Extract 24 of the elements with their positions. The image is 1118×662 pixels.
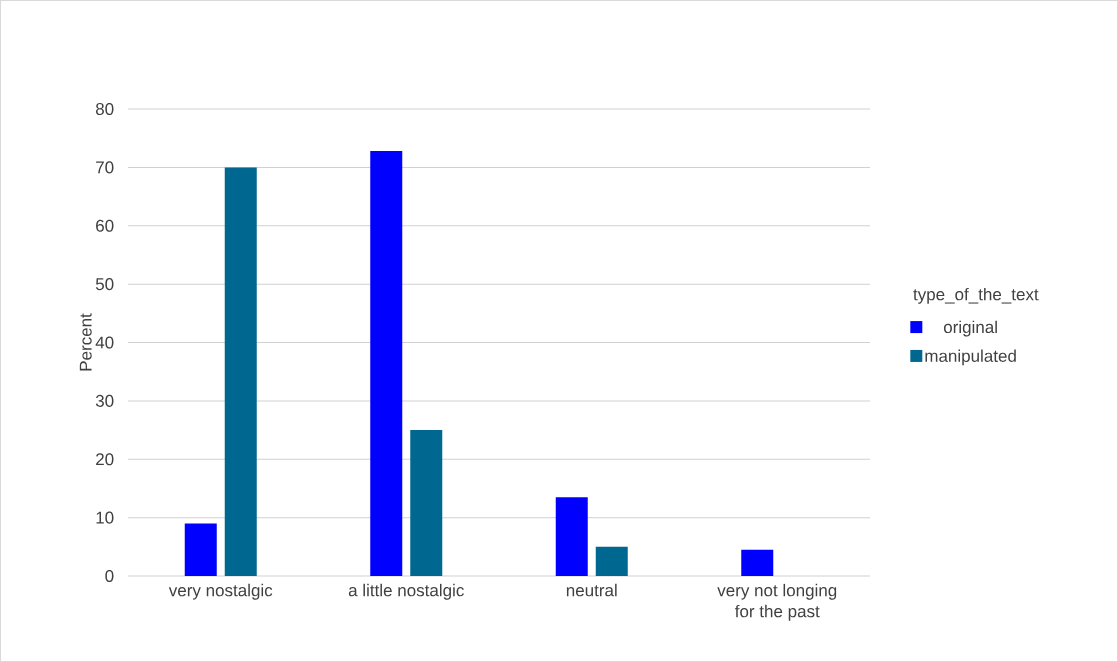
bar <box>555 497 588 576</box>
y-tick-label: 80 <box>95 102 114 116</box>
x-tick-label: neutral <box>566 583 617 597</box>
y-tick-label: 40 <box>95 336 114 349</box>
y-tick-label: 20 <box>96 453 114 466</box>
y-tick-label: 70 <box>96 161 114 174</box>
y-axis-title: Percent <box>79 313 92 371</box>
x-tick-label: very not longing for the past <box>717 583 837 621</box>
y-tick-label: 30 <box>95 394 114 407</box>
y-tick-label: 10 <box>96 511 114 524</box>
legend-label: original <box>943 320 997 337</box>
legend-label: manipulated <box>925 349 1016 366</box>
bar <box>410 430 443 576</box>
x-tick-label: very nostalgic <box>168 583 273 600</box>
x-tick-label: a little nostalgic <box>348 583 464 600</box>
bar <box>741 549 774 576</box>
bar <box>595 546 628 576</box>
y-tick-label: 60 <box>96 219 114 232</box>
y-tick-label: 0 <box>105 569 114 583</box>
legend-title: type_of_the_text <box>913 287 1039 304</box>
bar <box>184 523 217 576</box>
y-tick-label: 50 <box>95 278 114 291</box>
bar <box>370 151 403 576</box>
bar <box>224 167 257 576</box>
